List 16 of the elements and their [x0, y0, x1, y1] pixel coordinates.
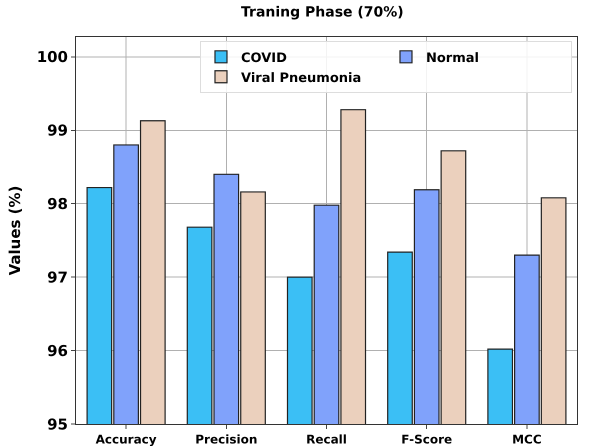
legend-label: Viral Pneumonia [240, 70, 362, 86]
y-tick-label: 96 [47, 342, 68, 360]
x-tick-label: Accuracy [96, 432, 157, 446]
chart-title: Traning Phase (70%) [241, 4, 404, 20]
y-tick-label: 99 [47, 122, 68, 140]
y-tick-label: 98 [47, 194, 68, 213]
y-axis-title: Values (%) [6, 186, 24, 276]
legend-label: Normal [426, 50, 479, 66]
x-tick-label: Recall [306, 432, 347, 446]
y-tick-label: 95 [47, 415, 68, 434]
x-tick-label: F-Score [401, 432, 452, 446]
y-tick-label: 100 [36, 48, 68, 66]
x-tick-label: Precision [195, 432, 258, 446]
x-tick-label: MCC [512, 432, 542, 446]
legend-label: COVID [240, 50, 288, 66]
y-tick-label: 97 [47, 268, 68, 286]
